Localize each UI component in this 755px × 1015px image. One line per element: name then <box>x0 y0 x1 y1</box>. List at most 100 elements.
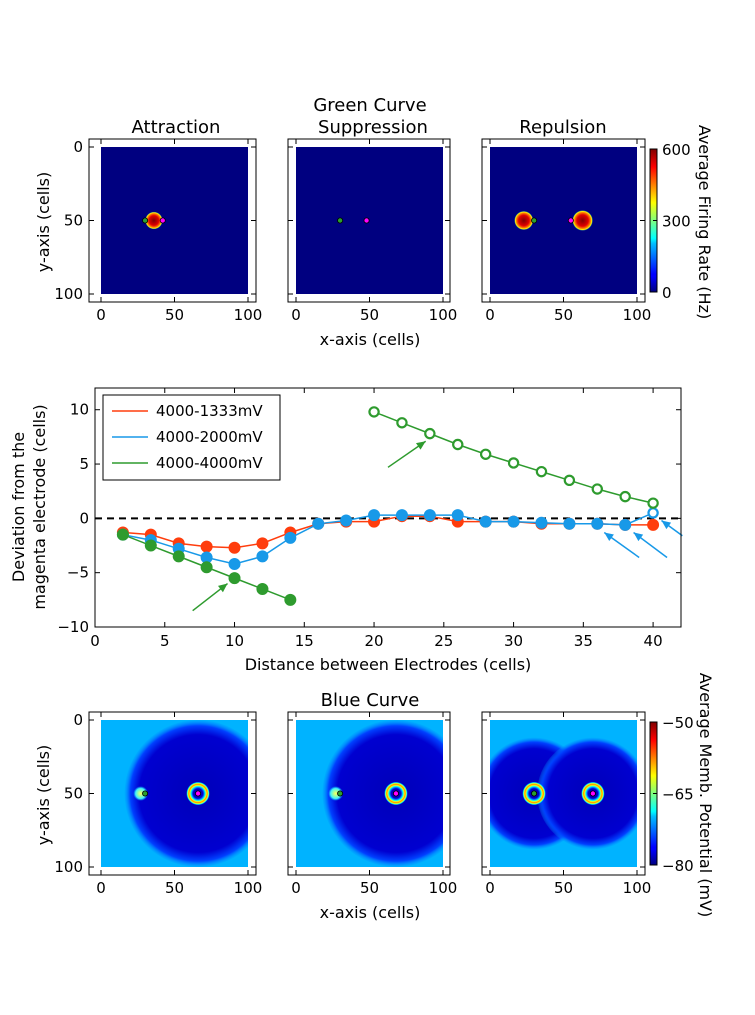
x-tick-label: 15 <box>295 632 314 650</box>
x-tick-label: 30 <box>504 632 523 650</box>
data-point-hollow <box>591 483 603 495</box>
top-ylabel: y-axis (cells) <box>34 172 53 272</box>
bottom-ylabel: y-axis (cells) <box>34 745 53 845</box>
x-tick-label: 100 <box>234 879 263 897</box>
data-point <box>563 517 576 530</box>
data-point-hollow <box>424 427 436 440</box>
firing-rate-panel-3-background <box>490 147 637 294</box>
y-tick-label: 100 <box>54 858 83 876</box>
data-point <box>340 514 353 527</box>
data-point <box>228 541 241 554</box>
x-tick-label: 25 <box>434 632 453 650</box>
data-point-hollow <box>507 457 520 469</box>
firing-rate-panel-3-layers <box>514 210 593 231</box>
x-tick-label: 50 <box>554 306 573 324</box>
top-colorbar-label: Average Firing Rate (Hz) <box>695 125 714 319</box>
x-tick-label: 0 <box>96 306 106 324</box>
data-point <box>200 561 213 574</box>
line-xlabel: Distance between Electrodes (cells) <box>245 655 532 674</box>
membrane-potential-heatmaps: 0 50 100 0 50 100 0 50 100 0 50 100 <box>54 711 651 897</box>
memb-potential-panel-3-layers <box>490 737 637 850</box>
data-point-hollow <box>452 438 464 451</box>
x-tick-label: 50 <box>165 306 184 324</box>
x-tick-label: 0 <box>90 632 100 650</box>
electrode-marker <box>337 790 344 797</box>
data-point <box>256 537 269 550</box>
x-tick-label: 10 <box>225 632 244 650</box>
data-point <box>395 509 408 522</box>
firing-hotspot <box>514 210 534 231</box>
electrode-marker <box>531 217 538 224</box>
legend-label: 4000-2000mV <box>156 428 263 446</box>
data-point-hollow <box>647 497 659 509</box>
weak-response-spot <box>133 786 149 801</box>
bottom-figure-title: Blue Curve <box>321 690 420 711</box>
line-ylabel-line1: Deviation from the <box>9 432 28 582</box>
data-point <box>479 515 492 528</box>
y-tick-label: 5 <box>79 455 89 473</box>
data-point-hollow <box>368 406 380 418</box>
electrode-marker <box>567 217 574 224</box>
data-point <box>507 515 520 528</box>
firing-rate-heatmaps: 0 50 100 0 50 100 0 50 100 0 50 100 <box>54 138 651 324</box>
x-tick-label: 0 <box>485 879 495 897</box>
electrode-marker <box>142 790 149 797</box>
firing-hotspot <box>145 211 163 230</box>
firing-rate-colorbar: 0 300 600 <box>649 141 691 302</box>
data-point <box>312 517 325 530</box>
series-layer <box>116 406 660 606</box>
plot-frame <box>94 387 682 628</box>
firing-rate-panel-1-background <box>101 147 248 294</box>
data-point-hollow <box>535 465 548 478</box>
x-tick-label: 20 <box>365 632 384 650</box>
colorbar-tick-label: 600 <box>662 141 691 159</box>
data-point <box>256 582 269 595</box>
data-point <box>172 550 185 563</box>
x-tick-label: 100 <box>623 306 652 324</box>
y-tick-label: 0 <box>79 509 89 527</box>
x-tick-label: 100 <box>234 306 263 324</box>
electrode-marker <box>159 217 166 224</box>
data-point <box>619 518 632 531</box>
annotation-arrowhead <box>415 441 426 450</box>
electrode-marker <box>195 790 202 797</box>
electrode-marker <box>392 790 399 797</box>
data-point <box>591 517 604 530</box>
x-tick-label: 0 <box>96 879 106 897</box>
data-point-hollow <box>647 507 659 519</box>
x-tick-label: 35 <box>574 632 593 650</box>
top-figure-title: Green Curve <box>313 95 426 116</box>
y-tick-label: 100 <box>54 285 83 303</box>
data-point-hollow <box>563 474 576 487</box>
x-tick-label: 0 <box>485 306 495 324</box>
x-tick-label: 50 <box>360 306 379 324</box>
data-point <box>368 509 381 522</box>
x-tick-label: 100 <box>429 879 458 897</box>
data-point <box>228 572 241 585</box>
x-tick-label: 50 <box>554 879 573 897</box>
annotation-arrowhead <box>661 520 672 530</box>
data-point <box>647 518 660 531</box>
x-tick-label: 50 <box>360 879 379 897</box>
x-tick-label: 0 <box>291 879 301 897</box>
x-tick-label: 40 <box>644 632 663 650</box>
data-point-hollow <box>479 448 492 460</box>
firing-hotspot <box>572 210 593 231</box>
data-point <box>228 557 241 570</box>
x-tick-label: 0 <box>291 306 301 324</box>
data-point-hollow <box>396 417 408 429</box>
membrane-potential-colorbar: −80 −65 −50 <box>649 714 694 875</box>
colorbar-tick-label: −65 <box>662 786 694 804</box>
electrode-marker <box>363 217 370 224</box>
x-tick-label: 5 <box>160 632 170 650</box>
line-ylabel-line2: magenta electrode (cells) <box>30 404 49 609</box>
weak-response-spot <box>328 786 344 801</box>
top-xlabel: x-axis (cells) <box>320 330 421 349</box>
data-point <box>284 531 297 544</box>
electrode-marker <box>531 790 538 797</box>
x-tick-label: 100 <box>623 879 652 897</box>
y-tick-label: −5 <box>67 564 89 582</box>
colorbar-tick-label: −50 <box>662 714 694 732</box>
